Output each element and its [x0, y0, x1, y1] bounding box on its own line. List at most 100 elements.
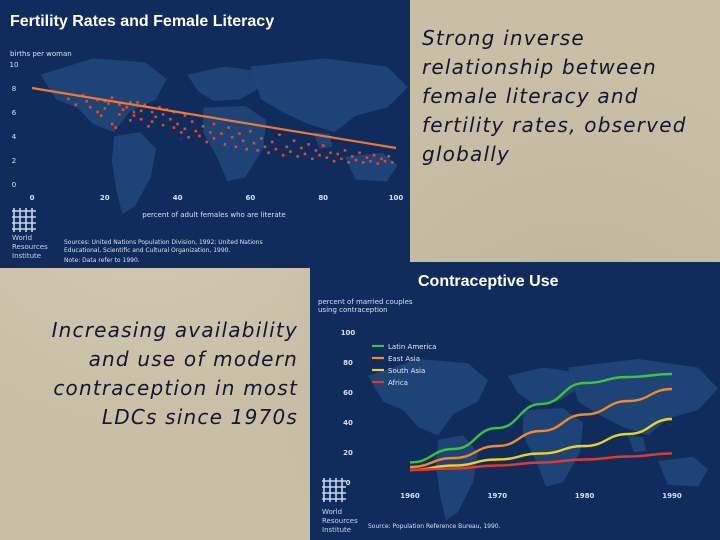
data-point: [172, 126, 176, 129]
data-point: [354, 158, 358, 162]
logo-text: World: [322, 508, 342, 516]
world-map-landmass: [111, 132, 156, 215]
data-point: [110, 122, 114, 126]
data-point: [176, 122, 179, 126]
data-point: [67, 97, 70, 101]
data-point: [321, 144, 325, 147]
y-tick-label: 4: [12, 133, 17, 141]
x-tick-label: 1990: [662, 492, 682, 500]
data-point: [161, 123, 165, 127]
data-point: [260, 137, 263, 140]
data-point: [96, 110, 99, 114]
data-point: [128, 119, 132, 122]
chart-title: Contraceptive Use: [418, 273, 559, 290]
series-line-latin-america: [409, 372, 673, 464]
data-point: [150, 110, 154, 114]
series-line-east-asia: [409, 387, 673, 469]
data-point: [310, 157, 314, 161]
data-point: [351, 155, 354, 158]
data-point: [365, 156, 369, 159]
x-tick-label: 40: [173, 194, 183, 202]
data-note: Note: Data refer to 1990.: [64, 257, 140, 264]
legend-label: Africa: [388, 379, 408, 387]
data-point: [183, 127, 187, 131]
data-point: [121, 108, 125, 111]
data-point: [369, 159, 372, 163]
world-map-landmass: [250, 58, 408, 133]
y-tick-label: 0: [12, 181, 16, 189]
data-point: [212, 122, 216, 126]
y-tick-label: 40: [343, 419, 353, 427]
data-point: [307, 143, 310, 146]
data-point: [96, 98, 99, 102]
y-tick-label: 10: [10, 61, 19, 69]
world-map-landmass: [658, 456, 708, 487]
data-point: [114, 126, 118, 129]
logo-text: Resources: [12, 243, 48, 251]
y-tick-label: 0: [346, 479, 351, 487]
logo-text: Resources: [322, 517, 358, 525]
data-point: [205, 140, 209, 144]
data-point: [118, 113, 121, 116]
data-point: [212, 137, 216, 140]
data-point: [136, 101, 139, 104]
data-point: [158, 105, 161, 109]
data-point: [147, 125, 150, 128]
legend-label: East Asia: [388, 355, 420, 363]
data-point: [332, 159, 336, 163]
data-point: [289, 150, 292, 153]
y-tick-label: 100: [341, 329, 356, 337]
data-point: [132, 114, 136, 117]
data-point: [161, 113, 165, 116]
fertility-literacy-svg: Fertility Rates and Female Literacy birth…: [10, 13, 408, 264]
source-note: Sources: United Nations Population Divis…: [64, 239, 263, 254]
data-point: [107, 102, 110, 105]
data-point: [347, 161, 350, 164]
y-tick-label: 6: [12, 109, 17, 117]
data-point: [343, 149, 347, 152]
data-point: [190, 120, 194, 123]
data-point: [85, 99, 88, 103]
data-point: [234, 145, 238, 149]
data-point: [183, 114, 187, 117]
contraceptive-use-chart: Contraceptive Use percent of married coup…: [310, 262, 720, 540]
x-tick-label: 1970: [488, 492, 508, 500]
x-axis-label: percent of adult females who are literat…: [142, 211, 285, 219]
y-tick-label: 20: [343, 449, 353, 457]
world-map-landmass: [345, 152, 398, 182]
data-point: [139, 117, 143, 121]
data-point: [380, 157, 383, 161]
data-point: [281, 153, 285, 157]
data-point: [128, 101, 132, 104]
data-point: [270, 140, 274, 144]
y-axis-label: percent of married couples using contrace…: [318, 298, 413, 314]
world-map-landmass: [187, 66, 261, 102]
data-point: [252, 141, 256, 145]
y-tick-label: 80: [343, 359, 353, 367]
y-tick-label: 8: [12, 85, 16, 93]
data-point: [329, 151, 332, 155]
series-line-south-asia: [409, 417, 673, 472]
wri-logo-icon: [322, 478, 346, 502]
caption-top: Strong inverse relationship between fema…: [422, 26, 687, 166]
data-point: [110, 96, 114, 99]
data-point: [179, 131, 183, 134]
data-point: [358, 151, 361, 155]
source-note-line: Educational, Scientific and Cultural Org…: [64, 247, 230, 254]
data-point: [245, 147, 249, 151]
data-point: [194, 129, 198, 133]
world-map-landmass: [523, 408, 583, 487]
world-map-background: [40, 58, 408, 215]
legend-label: South Asia: [388, 367, 425, 375]
data-point: [336, 152, 340, 156]
data-point: [376, 162, 380, 165]
data-point: [340, 157, 343, 161]
data-point: [372, 153, 376, 157]
wri-logo-icon: [12, 208, 36, 232]
data-point: [88, 105, 92, 109]
data-point: [154, 115, 158, 119]
data-point: [219, 132, 223, 135]
data-point: [303, 152, 307, 156]
data-point: [150, 120, 154, 123]
y-axis-label-line: percent of married couples: [318, 298, 413, 306]
